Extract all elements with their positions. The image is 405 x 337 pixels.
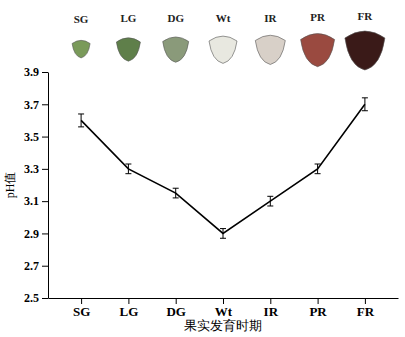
fruit-image (72, 40, 90, 58)
error-bar-stem (81, 114, 82, 127)
y-axis: 2.5 2.7 2.9 3.1 3.3 3.5 3.7 3.9 (24, 65, 49, 305)
x-tick-label: LG (120, 304, 139, 319)
stage-label: DG (167, 12, 184, 24)
x-tick-mark (81, 298, 82, 304)
y-tick: 3.1 (24, 194, 48, 208)
error-bar (125, 164, 131, 174)
x-tick: PR (309, 298, 327, 319)
x-tick-mark (270, 298, 271, 304)
error-bar-cap (78, 113, 84, 114)
fruit-image (163, 37, 189, 62)
fruit-image (255, 35, 285, 64)
error-bar-cap (315, 173, 321, 174)
error-bar-stem (128, 164, 129, 174)
x-tick: Wt (215, 298, 233, 319)
y-tick: 3.5 (24, 130, 48, 144)
y-tick-label: 3.1 (24, 194, 39, 208)
fruit-image (345, 31, 385, 70)
fruit-image (116, 38, 140, 61)
x-tick-mark (128, 298, 129, 304)
x-tick-label: Wt (215, 304, 233, 319)
y-axis-line (48, 73, 49, 299)
error-bar-cap (125, 173, 131, 174)
error-bar-stem (317, 164, 318, 174)
stage-label: PR (310, 11, 326, 23)
y-tick: 2.5 (24, 291, 48, 305)
x-tick-mark (223, 298, 224, 304)
y-tick-label: 2.9 (24, 227, 39, 241)
x-tick-label: SG (73, 304, 90, 319)
stage-label: Wt (216, 12, 231, 24)
error-bar-cap (220, 228, 226, 229)
y-tick-mark (42, 298, 48, 299)
error-bar-cap (173, 197, 179, 198)
y-tick-mark (42, 201, 48, 202)
y-tick-label: 3.3 (24, 162, 39, 176)
stage-label: IR (264, 12, 277, 24)
y-axis-title: pH值 (3, 172, 17, 199)
x-axis: SG LG DG Wt IR PR FR (49, 298, 399, 319)
y-tick: 3.3 (24, 162, 48, 176)
error-bar-cap (78, 126, 84, 127)
y-tick: 2.9 (24, 227, 48, 241)
error-bar-cap (315, 164, 321, 165)
chart: SG LG DG Wt IR PR FR 2.5 2.7 2.9 3.1 3.3 3.5 3.7 3.9 SG… (0, 0, 405, 337)
y-tick: 3.9 (24, 65, 48, 79)
y-tick-label: 2.5 (24, 291, 39, 305)
y-tick-mark (42, 233, 48, 234)
y-tick: 3.7 (24, 98, 48, 112)
y-tick-mark (42, 137, 48, 138)
y-tick-label: 2.7 (24, 259, 39, 273)
x-tick-mark (365, 298, 366, 304)
error-bar-stem (175, 188, 176, 198)
stage-labels: SG LG DG Wt IR PR FR (74, 10, 374, 25)
fruit-images (72, 31, 385, 70)
error-bar (78, 114, 84, 127)
stage-label: FR (358, 10, 374, 22)
error-bar (362, 98, 368, 111)
error-bar-cap (362, 110, 368, 111)
error-bar-cap (220, 238, 226, 239)
x-tick-label: IR (264, 304, 279, 319)
error-bar-stem (364, 98, 365, 111)
fruit-image (301, 34, 335, 67)
error-bar-cap (125, 164, 131, 165)
y-tick-label: 3.5 (24, 130, 39, 144)
x-tick: IR (264, 298, 279, 319)
error-bar (267, 196, 273, 206)
x-tick: SG (73, 298, 90, 319)
error-bar-stem (270, 196, 271, 206)
y-tick-mark (42, 72, 48, 73)
error-bar-stem (223, 229, 224, 239)
error-bar (173, 188, 179, 198)
y-tick-mark (42, 104, 48, 105)
x-tick-label: PR (309, 304, 327, 319)
error-bar (315, 164, 321, 174)
error-bar-cap (362, 97, 368, 98)
y-tick: 2.7 (24, 259, 48, 273)
error-bar-cap (267, 205, 273, 206)
plot-area (78, 98, 368, 238)
x-tick: DG (166, 298, 186, 319)
x-tick: LG (120, 298, 139, 319)
y-tick-label: 3.7 (24, 98, 39, 112)
x-tick: FR (357, 298, 375, 319)
line (81, 104, 365, 233)
stage-label: SG (74, 13, 89, 25)
x-tick-mark (176, 298, 177, 304)
error-bar-cap (267, 196, 273, 197)
stage-label: LG (120, 12, 136, 24)
x-tick-mark (318, 298, 319, 304)
fruit-image (209, 36, 237, 63)
y-tick-mark (42, 266, 48, 267)
x-tick-label: FR (357, 304, 375, 319)
error-bar (220, 229, 226, 239)
y-tick-mark (42, 169, 48, 170)
x-axis-title: 果实发育时期 (184, 318, 262, 333)
y-tick-label: 3.9 (24, 65, 39, 79)
error-bar-cap (173, 188, 179, 189)
x-tick-label: DG (166, 304, 186, 319)
